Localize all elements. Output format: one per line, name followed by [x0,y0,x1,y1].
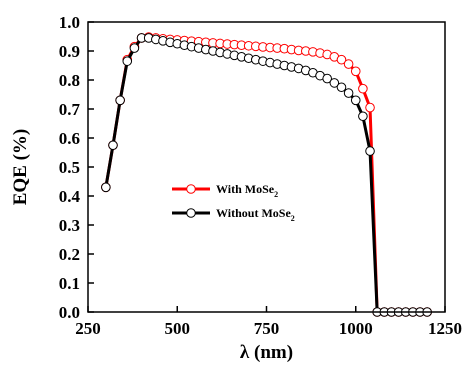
data-point [101,182,111,193]
legend-swatch-marker [186,208,196,218]
y-axis-title: EQE (%) [10,129,31,206]
data-point [115,95,125,106]
data-point [365,146,375,156]
legend-item: Without MoSe2 [172,206,295,223]
y-tick-label: 0.1 [59,274,80,293]
y-tick-label: 0.7 [59,100,81,119]
data-point [322,73,332,84]
legend-label: With MoSe2 [216,182,278,199]
x-tick-label: 1250 [428,319,462,338]
y-tick-label: 1.0 [59,13,80,32]
y-tick-label: 0.4 [59,187,81,206]
data-point [358,111,368,122]
data-point [343,88,354,98]
series-1 [101,33,432,317]
x-tick-label: 250 [75,319,101,338]
y-tick-label: 0.9 [59,42,80,61]
x-tick-label: 750 [254,319,280,338]
series-line [104,35,428,314]
series-0 [101,32,432,317]
legend-label: Without MoSe2 [216,206,295,223]
x-tick-label: 1000 [339,319,373,338]
ticks-layer: 250 500 750 1000 1250 0.0 0.1 0.2 0.3 0.4 0.5 0.6 0.… [59,13,462,338]
data-point [365,102,375,113]
data-point [336,82,347,93]
series-layer [101,32,432,317]
data-point [122,56,133,66]
data-point [358,83,368,94]
data-point [129,43,140,53]
legend-swatch-marker [186,184,196,194]
y-tick-label: 0.2 [59,245,80,264]
y-tick-label: 0.3 [59,216,80,235]
data-point [108,140,118,151]
x-axis-title: λ (nm) [240,342,293,363]
data-point [336,54,347,65]
series-line [104,36,428,314]
data-point [329,78,340,88]
data-point [343,59,354,69]
x-tick-label: 500 [165,319,191,338]
data-point [350,95,361,106]
legend: With MoSe2 Without MoSe2 [172,182,295,223]
y-tick-label: 0.5 [59,158,80,177]
y-tick-label: 0.6 [59,129,80,148]
y-tick-label: 0.8 [59,71,80,90]
legend-item: With MoSe2 [172,182,278,199]
data-point [350,66,361,77]
y-tick-label: 0.0 [59,303,80,322]
